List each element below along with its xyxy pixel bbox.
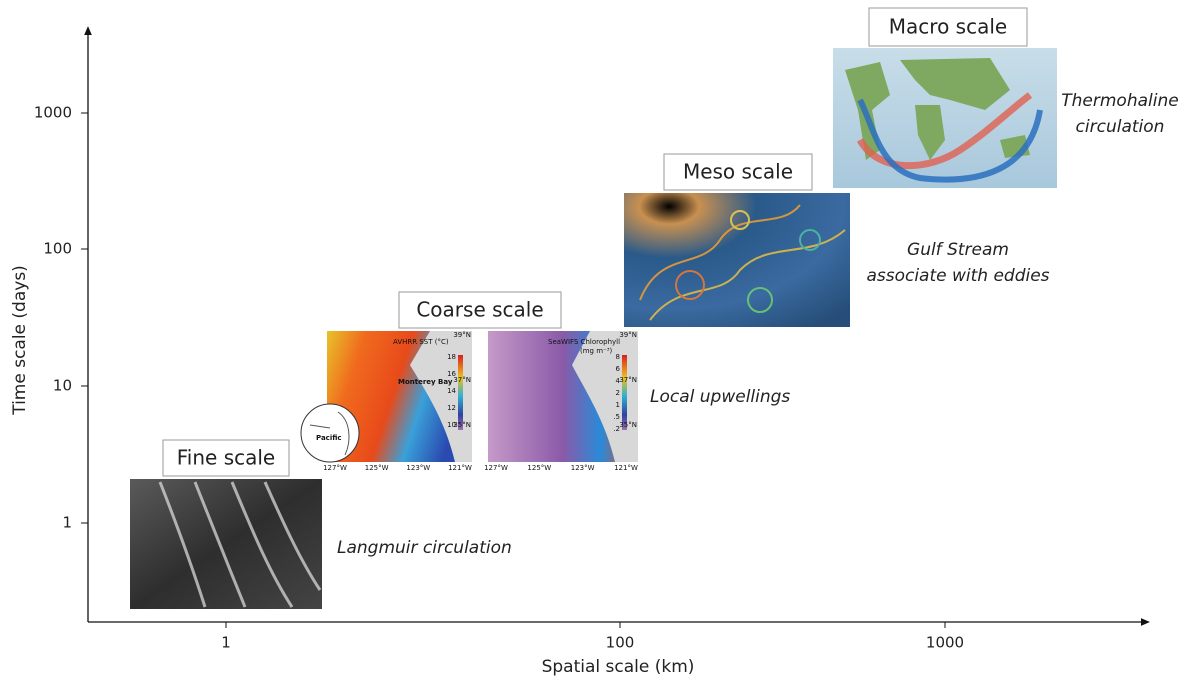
cold-current [857,98,1043,183]
colorbar-label: .2 [613,425,620,433]
colorbar [458,355,463,430]
map-units: (mg m⁻³) [580,347,613,355]
scale-name: Coarse scale [416,298,543,322]
inset-globe [300,403,360,463]
eddies [639,204,846,321]
colorbar-label: 4 [616,377,621,385]
land [410,331,472,462]
foam-streaks [158,481,322,608]
scale-name: Meso scale [683,160,793,184]
lat-label: 35°N [453,421,471,429]
scale-name: Macro scale [889,15,1007,39]
y-axis-label: Time scale (days) [10,265,30,416]
y-tick-label: 1 [62,514,72,532]
colorbar-label: 16 [447,370,456,378]
scale-name: Fine scale [177,446,275,470]
x-tick-label: 1 [221,634,231,652]
scale-box [663,153,813,191]
warm-current [856,92,1033,170]
y-tick-label: 1000 [34,104,72,122]
colorbar-label: 14 [447,387,456,395]
y-tick-label: 100 [43,240,72,258]
inset-label: Pacific [316,434,342,442]
x-tick-label: 1000 [926,634,964,652]
scale-box [868,7,1028,47]
colorbar-label: 18 [447,353,456,361]
colorbar-label: 6 [616,365,621,373]
lon-label: 125°W [527,464,551,472]
y-tick-label: 10 [53,377,72,395]
scale-box [162,439,290,477]
land [572,331,638,462]
colorbar-label: 1 [616,401,620,409]
inset-coast [309,411,350,456]
map-place: Monterey Bay [398,378,453,386]
lon-label: 127°W [323,464,347,472]
langmuir-photo [130,479,322,609]
lon-label: 123°W [406,464,430,472]
colorbar-label: 8 [616,353,620,361]
colorbar-label: 12 [447,404,456,412]
x-axis-label: Spatial scale (km) [542,657,695,677]
lon-label: 125°W [365,464,389,472]
x-tick-label: 100 [606,634,635,652]
lat-label: 39°N [453,331,471,339]
scale-caption: Local upwellings [650,387,790,407]
scale-caption: Thermohaline [1061,91,1178,111]
colorbar-label: 10 [447,421,456,429]
scale-caption: associate with eddies [866,266,1049,286]
scale-caption: Langmuir circulation [337,538,512,558]
lat-label: 39°N [619,331,637,339]
lon-label: 121°W [448,464,472,472]
colorbar [622,355,627,430]
lon-label: 123°W [571,464,595,472]
scale-caption: circulation [1076,117,1165,137]
lat-label: 37°N [453,376,471,384]
map-title: AVHRR SST (°C) [393,338,449,346]
scale-box [398,291,562,329]
colorbar-label: 2 [616,389,620,397]
colorbar-label: .5 [613,413,620,421]
scale-caption: Gulf Stream [907,240,1009,260]
map-title: SeaWIFS Chlorophyll [548,338,620,346]
lat-label: 37°N [619,376,637,384]
gulf-stream-image [624,193,850,327]
lon-label: 127°W [484,464,508,472]
lon-label: 121°W [614,464,638,472]
lat-label: 35°N [619,421,637,429]
